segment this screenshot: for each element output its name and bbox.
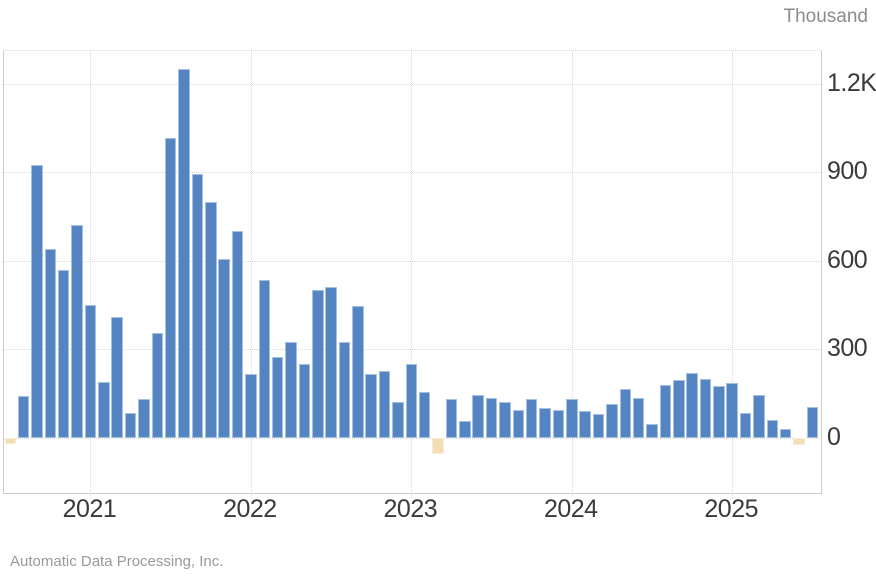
bar-dec-2020[interactable] [71,225,83,438]
bar-jun-2022[interactable] [312,290,324,438]
x-tick-label-2021: 2021 [62,495,117,523]
bar-sep-2023[interactable] [512,409,525,438]
bar-nov-2021[interactable] [218,259,230,438]
bar-mar-2025[interactable] [753,394,765,438]
x-tick-label-2022: 2022 [223,495,277,523]
bar-apr-2022[interactable] [285,341,297,438]
gridline-x-2025 [732,51,734,498]
x-tick-label-2023: 2023 [383,495,438,523]
bar-aug-2022[interactable] [338,341,351,438]
gridline-x-2022 [250,51,252,498]
bar-oct-2021[interactable] [205,201,217,438]
bar-sep-2024[interactable] [673,380,685,438]
bar-sep-2022[interactable] [352,306,364,438]
bar-dec-2023[interactable] [552,409,565,438]
gridline-y-1.2K [4,83,821,85]
bar-nov-2020[interactable] [57,269,70,438]
bar-jul-2022[interactable] [325,287,337,438]
bar-oct-2020[interactable] [44,248,57,438]
bar-jul-2023[interactable] [485,397,498,438]
bar-jan-2024[interactable] [566,399,578,438]
y-tick-label-300: 300 [827,334,868,363]
bar-feb-2023[interactable] [418,391,431,438]
gridline-y-0 [4,437,821,439]
bar-feb-2021[interactable] [98,381,110,438]
bar-dec-2022[interactable] [392,402,404,438]
bar-apr-2021[interactable] [124,412,137,438]
bar-apr-2025[interactable] [766,420,779,438]
plot-area [3,50,822,498]
y-tick-label-600: 600 [827,245,868,274]
bar-jul-2025[interactable] [806,406,819,438]
bar-may-2021[interactable] [138,399,150,438]
x-tick-label-2025: 2025 [704,495,759,523]
bar-jan-2021[interactable] [84,304,97,438]
source-attribution: Automatic Data Processing, Inc. [10,553,224,570]
bar-dec-2021[interactable] [231,231,244,438]
x-tick-label-2024: 2024 [543,495,598,523]
bar-jun-2023[interactable] [472,394,484,438]
bar-jul-2021[interactable] [164,138,177,438]
bar-oct-2023[interactable] [525,399,538,438]
bar-apr-2023[interactable] [445,399,458,438]
bar-mar-2023[interactable] [432,437,444,454]
y-tick-label-900: 900 [827,157,868,186]
bar-aug-2021[interactable] [178,68,190,438]
bar-aug-2023[interactable] [499,402,511,438]
bar-may-2023[interactable] [459,421,471,438]
gridline-x-2023 [411,51,413,498]
bar-may-2025[interactable] [779,428,792,438]
y-tick-label-1.2K: 1.2K [827,68,876,97]
bar-jun-2021[interactable] [151,332,164,438]
bar-oct-2024[interactable] [686,372,698,438]
bar-feb-2024[interactable] [579,411,591,438]
bar-jul-2020[interactable] [4,437,16,444]
gridline-y-600 [4,260,821,262]
bar-sep-2021[interactable] [191,173,204,438]
bar-feb-2025[interactable] [739,412,752,438]
bar-apr-2024[interactable] [606,403,618,438]
bar-jun-2025[interactable] [793,437,805,446]
bar-mar-2021[interactable] [111,316,123,438]
y-tick-label-0: 0 [827,422,841,451]
bar-nov-2023[interactable] [539,408,551,438]
bar-mar-2022[interactable] [271,356,284,438]
bar-nov-2022[interactable] [378,371,391,438]
bar-aug-2024[interactable] [659,384,672,438]
gridline-y-900 [4,172,821,174]
bar-feb-2022[interactable] [258,279,271,438]
bar-oct-2022[interactable] [365,374,377,438]
bar-aug-2020[interactable] [17,396,30,438]
bar-may-2022[interactable] [298,363,311,438]
bar-sep-2020[interactable] [31,164,43,438]
gridline-x-2024 [571,51,573,498]
y-axis-unit-label: Thousand [783,6,868,27]
bar-may-2024[interactable] [619,389,632,438]
bar-nov-2024[interactable] [699,378,712,438]
bar-mar-2024[interactable] [592,414,605,438]
bar-jul-2024[interactable] [646,424,658,438]
bar-dec-2024[interactable] [713,386,725,438]
gridline-x-2021 [90,51,92,498]
bar-jan-2022[interactable] [245,374,257,438]
bar-jun-2024[interactable] [632,397,645,438]
bar-jan-2025[interactable] [726,383,738,438]
gridline-y-300 [4,349,821,351]
bar-jan-2023[interactable] [405,363,418,438]
